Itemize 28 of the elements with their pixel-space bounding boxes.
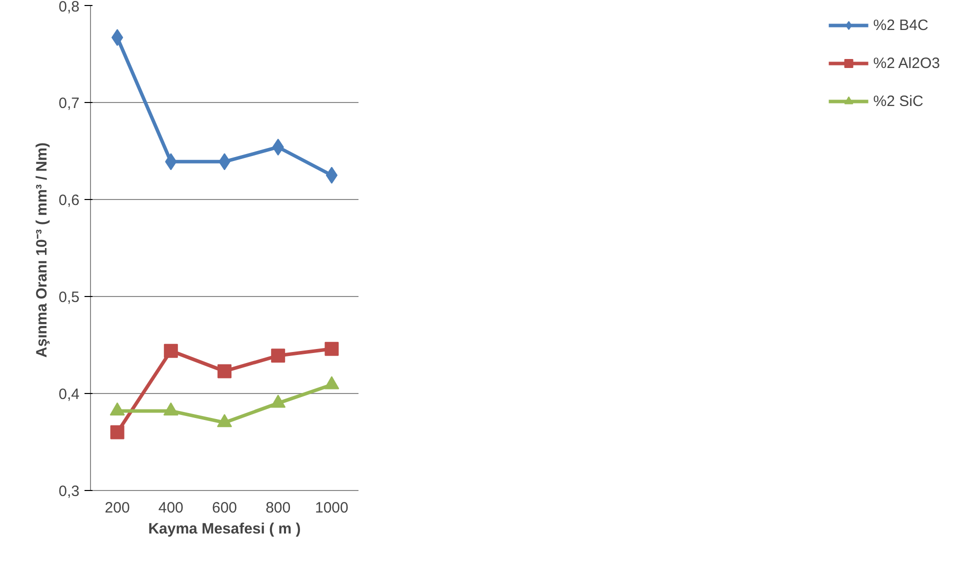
point — [164, 344, 178, 358]
point — [326, 166, 338, 184]
legend-label: %2 SiC — [873, 92, 924, 110]
x-tick-label: 200 — [104, 500, 130, 516]
legend-label: %2 Al2O3 — [873, 54, 940, 72]
point — [324, 376, 340, 390]
y-tick-label: 0,4 — [58, 386, 80, 403]
y-tick-label: 0,6 — [58, 192, 80, 209]
point — [324, 342, 339, 356]
point — [111, 29, 124, 46]
point — [110, 425, 124, 440]
y-tick-label: 0,7 — [58, 95, 80, 112]
point — [163, 402, 178, 416]
point — [271, 348, 286, 363]
y-tick-label: 0,5 — [58, 289, 80, 306]
x-tick-label: 800 — [266, 500, 291, 516]
x-tick-label: 400 — [158, 500, 184, 516]
y-axis-title: Aşınma Oranı 10⁻³ ( mm³ / Nm) — [34, 142, 51, 358]
y-tick-label: 0,8 — [58, 0, 80, 16]
x-tick-label: 1000 — [315, 500, 348, 516]
y-tick-label: 0,3 — [58, 483, 80, 500]
point — [270, 394, 286, 408]
x-axis-title: Kayma Mesafesi ( m ) — [148, 520, 301, 538]
legend-label: %2 B4C — [873, 16, 928, 34]
x-tick-label: 600 — [212, 500, 238, 516]
point — [217, 414, 232, 428]
point — [110, 402, 125, 416]
point — [218, 364, 232, 378]
